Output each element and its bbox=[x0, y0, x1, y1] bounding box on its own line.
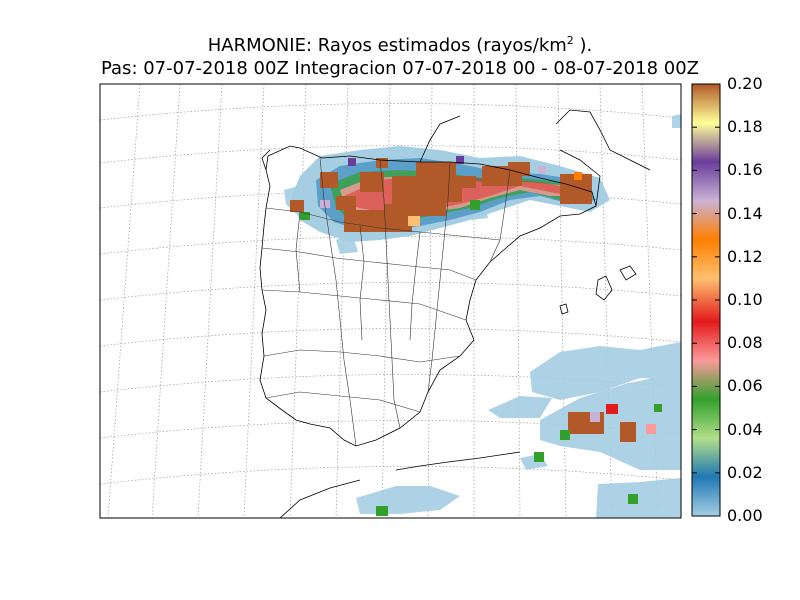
map-title-line1: HARMONIE: Rayos estimados (rayos/km2 ). bbox=[207, 34, 593, 56]
colorbar-tick-label: 0.14 bbox=[727, 203, 763, 223]
colorbar-tick-label: 0.12 bbox=[727, 246, 763, 266]
colorbar-tick-label: 0.08 bbox=[727, 333, 763, 353]
colorbar-tick-label: 0.18 bbox=[727, 117, 763, 137]
map-frame bbox=[99, 83, 682, 519]
map-title-line2: Pas: 07-07-2018 00Z Integracion 07-07-20… bbox=[100, 58, 699, 79]
colorbar-tick-label: 0.16 bbox=[727, 160, 763, 180]
field-accent-blocks bbox=[300, 156, 662, 516]
region-boundaries bbox=[261, 157, 511, 447]
graticule bbox=[100, 84, 681, 518]
colorbar-tick-label: 0.20 bbox=[727, 74, 763, 93]
colorbar-tick-label: 0.02 bbox=[727, 462, 763, 482]
colorbar-tick-label: 0.06 bbox=[727, 376, 763, 396]
colorbar-tick-label: 0.00 bbox=[727, 506, 763, 525]
colorbar-tick-label: 0.10 bbox=[727, 290, 763, 309]
colorbar-ticks bbox=[692, 83, 720, 517]
field-high-blocks bbox=[290, 158, 636, 442]
colorbar-tick-label: 0.04 bbox=[727, 419, 763, 439]
